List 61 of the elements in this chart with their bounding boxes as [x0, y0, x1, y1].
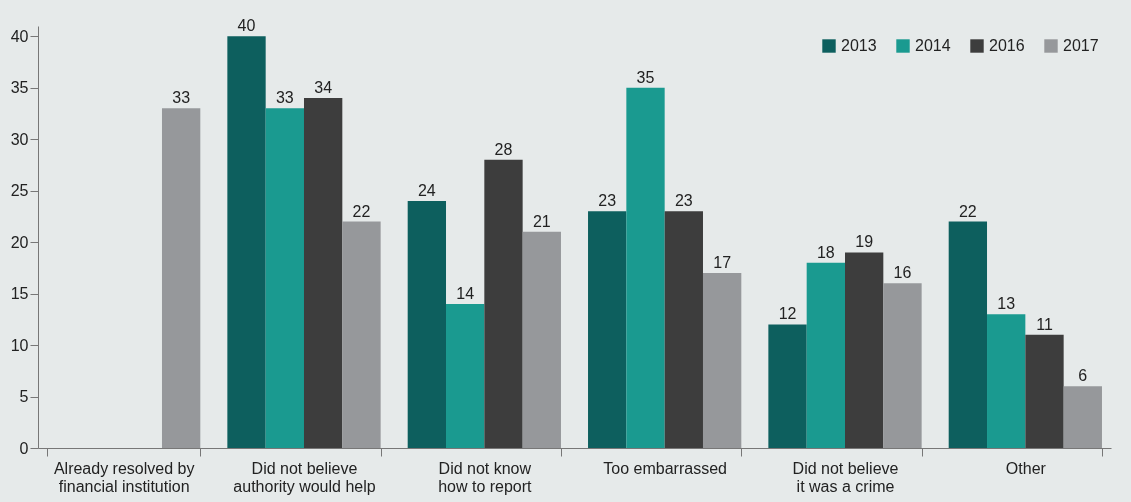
data-label: 14 [456, 284, 475, 302]
y-tick-label: 20 [10, 233, 29, 251]
data-label: 35 [636, 68, 655, 86]
data-label: 23 [674, 192, 693, 210]
bar [1063, 386, 1102, 448]
bar [522, 231, 561, 448]
x-tick-label: Already resolved by financial institution [53, 459, 195, 495]
data-label: 13 [997, 295, 1016, 313]
bar [342, 221, 381, 448]
bar [845, 252, 884, 448]
y-tick-label: 30 [10, 130, 29, 148]
y-tick-label: 0 [19, 439, 29, 457]
x-tick-label: Did not believe authority would help [233, 459, 376, 495]
data-label: 24 [417, 181, 436, 199]
data-label: 19 [855, 233, 874, 251]
y-tick-label: 15 [10, 285, 29, 303]
bar [1025, 334, 1064, 448]
bar [768, 324, 807, 448]
legend-label: 2013 [841, 37, 877, 54]
bar [664, 211, 703, 448]
bar [407, 200, 447, 448]
x-tick-label: Other [1005, 459, 1047, 477]
data-label: 23 [598, 192, 617, 210]
data-label: 16 [893, 264, 912, 282]
bar [987, 314, 1026, 448]
bar [446, 303, 485, 448]
data-label: 12 [778, 305, 797, 323]
bar [806, 262, 845, 448]
bar [265, 108, 304, 448]
data-label: 11 [1036, 315, 1053, 333]
data-label: 33 [172, 89, 191, 107]
data-label: 33 [275, 89, 294, 107]
bar [484, 159, 523, 448]
y-tick-label: 10 [10, 336, 29, 354]
data-label: 22 [958, 202, 977, 220]
data-label: 34 [314, 79, 333, 97]
legend-label: 2014 [915, 37, 951, 54]
y-tick-label: 35 [10, 79, 29, 97]
x-tick-label: Did not believe it was a crime [792, 459, 899, 495]
bar [702, 273, 742, 448]
data-label: 22 [352, 202, 371, 220]
data-label: 28 [494, 140, 513, 158]
data-label: 6 [1078, 367, 1088, 385]
data-label: 17 [713, 254, 732, 272]
bar [161, 108, 201, 448]
data-label: 40 [237, 17, 256, 35]
data-label: 21 [532, 212, 551, 230]
bar [948, 221, 988, 448]
bar [626, 87, 665, 448]
bar [883, 283, 922, 448]
y-tick-label: 25 [10, 182, 29, 200]
legend-label: 2016 [989, 37, 1025, 54]
bar [304, 98, 343, 448]
legend-label: 2017 [1063, 37, 1099, 54]
data-label: 18 [816, 243, 835, 261]
x-tick-label: Did not know how to report [438, 459, 533, 495]
y-tick-label: 5 [19, 388, 29, 406]
x-tick-label: Too embarrassed [603, 459, 727, 477]
bar [588, 211, 627, 448]
bar [227, 36, 266, 448]
y-tick-label: 40 [10, 27, 29, 45]
